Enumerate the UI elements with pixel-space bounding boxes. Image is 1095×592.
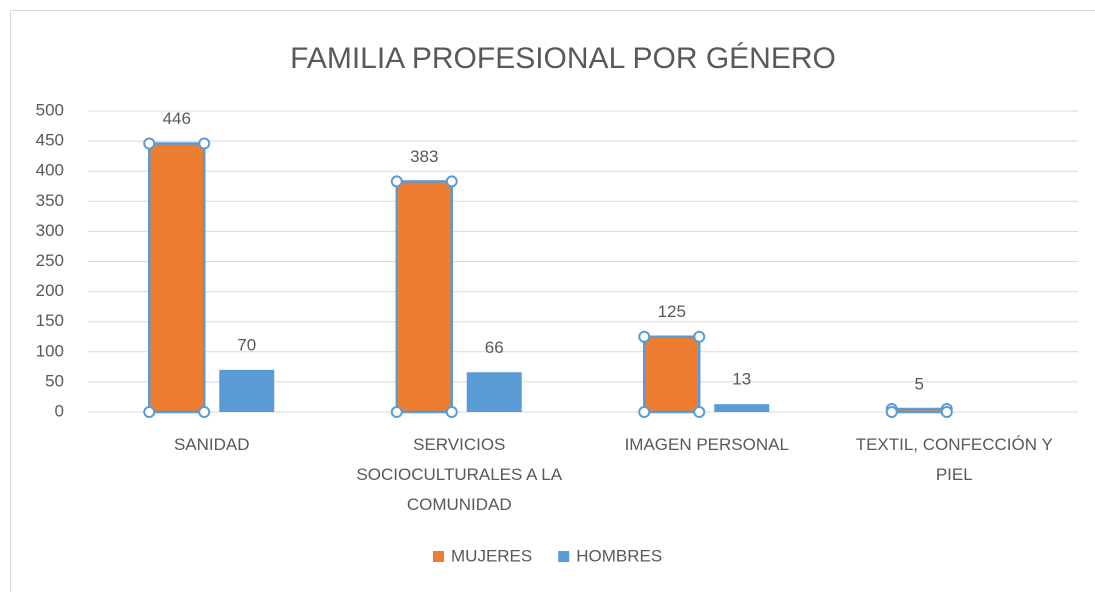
data-label: 5 bbox=[915, 374, 924, 393]
y-tick-label: 100 bbox=[36, 341, 64, 360]
y-tick-label: 400 bbox=[36, 161, 64, 180]
x-tick-label: IMAGEN PERSONAL bbox=[625, 435, 789, 454]
selection-handle bbox=[143, 406, 156, 418]
y-tick-label: 200 bbox=[36, 281, 64, 300]
bar bbox=[148, 142, 206, 414]
data-label: 13 bbox=[732, 370, 751, 389]
x-tick-label: SERVICIOS SOCIOCULTURALES A LA COMUNIDAD bbox=[356, 435, 562, 514]
y-tick-label: 300 bbox=[36, 221, 64, 240]
bar bbox=[714, 404, 770, 412]
data-label: 70 bbox=[237, 335, 256, 354]
selection-handle bbox=[445, 406, 458, 418]
legend-label: HOMBRES bbox=[576, 546, 662, 565]
y-tick-label: 500 bbox=[36, 100, 64, 119]
y-tick-label: 250 bbox=[36, 251, 64, 270]
data-label: 383 bbox=[410, 147, 438, 166]
selection-handle bbox=[940, 406, 953, 418]
chart-title: FAMILIA PROFESIONAL POR GÉNERO bbox=[290, 42, 836, 75]
y-tick-label: 50 bbox=[45, 371, 64, 390]
bar bbox=[643, 335, 701, 414]
selection-handle bbox=[390, 175, 403, 188]
x-tick-label: TEXTIL, CONFECCIÓN Y PIEL bbox=[856, 435, 1053, 484]
selection-handle bbox=[693, 330, 706, 343]
bar bbox=[466, 372, 522, 412]
data-label: 125 bbox=[658, 302, 686, 321]
data-label: 446 bbox=[163, 109, 191, 128]
legend-label: MUJERES bbox=[451, 546, 532, 565]
x-tick-label: SANIDAD bbox=[174, 435, 250, 454]
y-tick-label: 450 bbox=[36, 131, 64, 150]
selection-handle bbox=[198, 137, 211, 150]
selection-handle bbox=[638, 406, 651, 418]
y-tick-label: 150 bbox=[36, 311, 64, 330]
legend-swatch bbox=[433, 551, 444, 562]
selection-handle bbox=[693, 406, 706, 418]
bar bbox=[890, 407, 948, 414]
legend-swatch bbox=[558, 551, 570, 562]
bar bbox=[219, 369, 275, 412]
selection-handle bbox=[143, 137, 156, 150]
data-label: 66 bbox=[485, 338, 504, 357]
selection-handle bbox=[445, 175, 458, 188]
y-tick-label: 0 bbox=[55, 401, 64, 420]
selection-handle bbox=[885, 406, 898, 418]
bar bbox=[395, 180, 453, 414]
selection-handle bbox=[198, 406, 211, 418]
selection-handle bbox=[638, 330, 651, 343]
selection-handle bbox=[390, 406, 403, 418]
y-tick-label: 350 bbox=[36, 191, 64, 210]
